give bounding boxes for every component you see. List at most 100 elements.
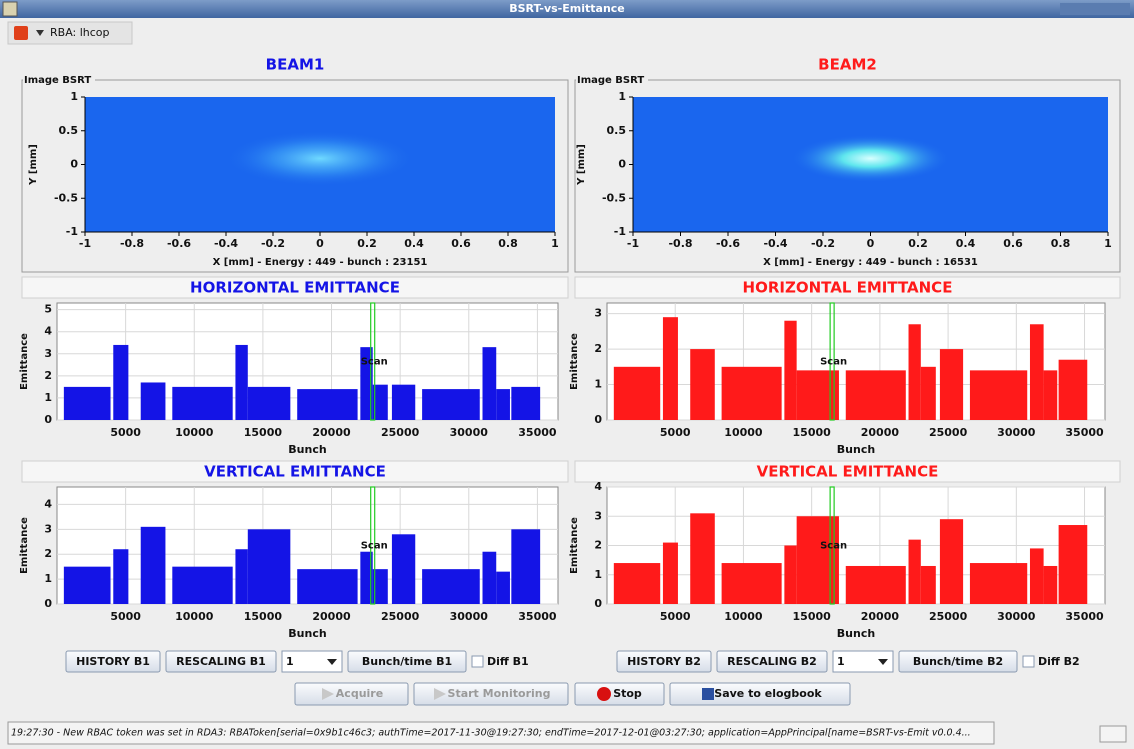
- x-tick-label: 0.2: [357, 237, 377, 250]
- emittance-bar: [422, 569, 480, 604]
- x-tick-label: -0.2: [811, 237, 835, 250]
- y-axis-label: Y [mm]: [28, 144, 39, 186]
- y-tick-label: 3: [594, 307, 602, 320]
- y-tick-label: 4: [594, 480, 602, 493]
- emittance-bar: [392, 385, 415, 420]
- emittance-bar: [614, 563, 660, 604]
- window-controls[interactable]: [1060, 3, 1130, 15]
- y-tick-label: 3: [44, 522, 52, 535]
- y-tick-label: 1: [70, 90, 78, 103]
- emittance-bar: [690, 513, 715, 604]
- diff-label[interactable]: Diff B2: [1038, 655, 1080, 668]
- x-tick-label: 0.4: [956, 237, 976, 250]
- scan-label: Scan: [361, 357, 388, 368]
- x-tick-label: 30000: [997, 610, 1036, 623]
- x-tick-label: 0.6: [451, 237, 471, 250]
- app-window: BSRT-vs-Emittance RBA: lhcop 19:27:30 - …: [0, 0, 1134, 749]
- emittance-bar: [784, 321, 796, 420]
- acquire-button-label[interactable]: Acquire: [336, 687, 383, 700]
- x-tick-label: 10000: [175, 610, 214, 623]
- y-axis-label: Emittance: [569, 333, 580, 390]
- y-tick-label: 1: [594, 378, 602, 391]
- x-axis-label: Bunch: [288, 627, 326, 640]
- x-tick-label: 20000: [861, 610, 900, 623]
- x-tick-label: -0.4: [214, 237, 238, 250]
- emittance-bar: [1030, 324, 1044, 420]
- diff-label[interactable]: Diff B1: [487, 655, 529, 668]
- image-panel-title: Image BSRT: [24, 75, 91, 86]
- emittance-bar: [483, 552, 497, 604]
- x-tick-label: 0.4: [404, 237, 424, 250]
- emittance-bar: [663, 543, 678, 604]
- x-tick-label: 20000: [861, 426, 900, 439]
- x-tick-label: 0.2: [908, 237, 928, 250]
- save-button-label[interactable]: Save to elogbook: [714, 687, 822, 700]
- emittance-bar: [248, 387, 291, 420]
- emittance-bar: [690, 349, 715, 420]
- diff-checkbox[interactable]: [1023, 656, 1034, 667]
- y-tick-label: 1: [618, 90, 626, 103]
- x-axis-label: Bunch: [837, 627, 875, 640]
- bunch-time-button-label[interactable]: Bunch/time B1: [362, 655, 452, 668]
- x-tick-label: 20000: [312, 426, 351, 439]
- x-tick-label: 30000: [450, 610, 489, 623]
- x-tick-label: 10000: [724, 426, 763, 439]
- selector-value[interactable]: 1: [286, 655, 294, 668]
- x-tick-label: -0.6: [167, 237, 191, 250]
- x-tick-label: 1: [551, 237, 559, 250]
- emittance-bar: [483, 347, 497, 420]
- x-tick-label: 35000: [1065, 610, 1104, 623]
- emittance-bar: [909, 324, 921, 420]
- emittance-bar: [496, 389, 510, 420]
- x-tick-label: 25000: [929, 426, 968, 439]
- x-tick-label: 0.6: [1003, 237, 1023, 250]
- emittance-bar: [970, 563, 1027, 604]
- y-tick-label: 5: [44, 303, 52, 316]
- rba-icon[interactable]: [14, 26, 28, 40]
- emittance-bar: [940, 349, 963, 420]
- history-button-label[interactable]: HISTORY B1: [76, 655, 150, 668]
- emittance-bar: [172, 387, 232, 420]
- scan-label: Scan: [361, 541, 388, 552]
- x-tick-label: 5000: [660, 426, 691, 439]
- x-tick-label: 0.8: [498, 237, 518, 250]
- status-text: 19:27:30 - New RBAC token was set in RDA…: [11, 728, 971, 739]
- start-monitoring-button-label[interactable]: Start Monitoring: [448, 687, 551, 700]
- x-tick-label: -0.6: [716, 237, 740, 250]
- beam-title: BEAM2: [818, 56, 877, 74]
- bunch-time-button-label[interactable]: Bunch/time B2: [913, 655, 1003, 668]
- x-tick-label: 15000: [793, 426, 832, 439]
- scan-label: Scan: [820, 357, 847, 368]
- y-axis-label: Emittance: [19, 333, 30, 390]
- emittance-bar: [235, 345, 247, 420]
- x-tick-label: 10000: [724, 610, 763, 623]
- emittance-bar: [511, 387, 540, 420]
- emittance-bar: [113, 345, 128, 420]
- y-tick-label: 4: [44, 497, 52, 510]
- stop-icon: [597, 687, 611, 701]
- y-tick-label: 3: [44, 347, 52, 360]
- diff-checkbox[interactable]: [472, 656, 483, 667]
- rescaling-button-label[interactable]: RESCALING B1: [176, 655, 266, 668]
- emittance-bar: [1044, 370, 1058, 420]
- x-axis-label: X [mm] - Energy : 449 - bunch : 16531: [763, 257, 978, 268]
- y-tick-label: 0: [44, 413, 52, 426]
- y-tick-label: -1: [66, 225, 78, 238]
- emittance-bar: [921, 566, 936, 604]
- stop-button-label[interactable]: Stop: [613, 687, 642, 700]
- emittance-bar: [784, 546, 796, 605]
- emittance-bar: [970, 370, 1027, 420]
- x-tick-label: 10000: [175, 426, 214, 439]
- history-button-label[interactable]: HISTORY B2: [627, 655, 701, 668]
- emittance-bar: [422, 389, 480, 420]
- y-tick-label: 2: [44, 369, 52, 382]
- y-tick-label: 4: [44, 325, 52, 338]
- rescaling-button-label[interactable]: RESCALING B2: [727, 655, 817, 668]
- y-tick-label: 0: [594, 413, 602, 426]
- y-tick-label: 0.5: [607, 124, 627, 137]
- y-tick-label: 0: [70, 158, 78, 171]
- selector-value[interactable]: 1: [837, 655, 845, 668]
- section-title: VERTICAL EMITTANCE: [204, 463, 386, 481]
- y-tick-label: 2: [594, 342, 602, 355]
- emittance-bar: [511, 529, 540, 604]
